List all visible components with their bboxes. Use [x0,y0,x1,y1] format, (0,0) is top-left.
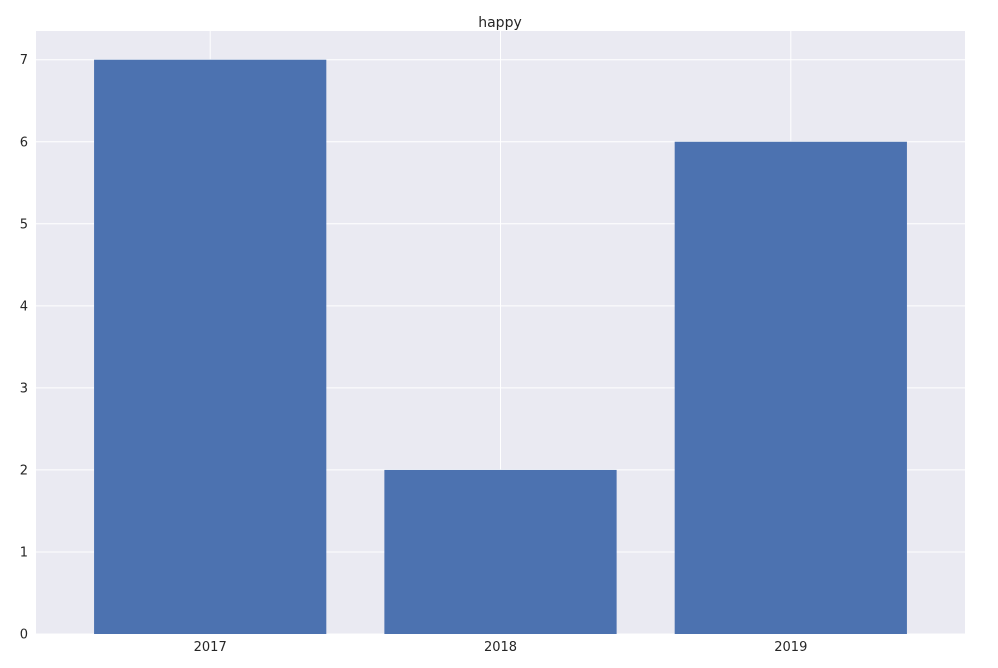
y-tick-label: 5 [20,217,28,232]
x-tick-label: 2018 [484,640,517,655]
y-tick-label: 6 [20,135,28,150]
bar-2018 [384,469,617,634]
y-axis-ticks: 0 1 2 3 4 5 6 7 [20,53,28,642]
x-tick-label: 2017 [194,640,227,655]
y-tick-label: 7 [20,53,28,68]
y-tick-label: 2 [20,463,28,478]
y-tick-label: 1 [20,545,28,560]
bars [94,59,907,634]
bar-2019 [674,141,907,634]
bar-2017 [94,59,327,634]
y-tick-label: 0 [20,628,28,643]
x-tick-label: 2019 [774,640,807,655]
y-tick-label: 4 [20,299,28,314]
chart-title: happy [478,15,522,31]
y-tick-label: 3 [20,381,28,396]
x-axis-ticks: 2017 2018 2019 [194,640,808,655]
